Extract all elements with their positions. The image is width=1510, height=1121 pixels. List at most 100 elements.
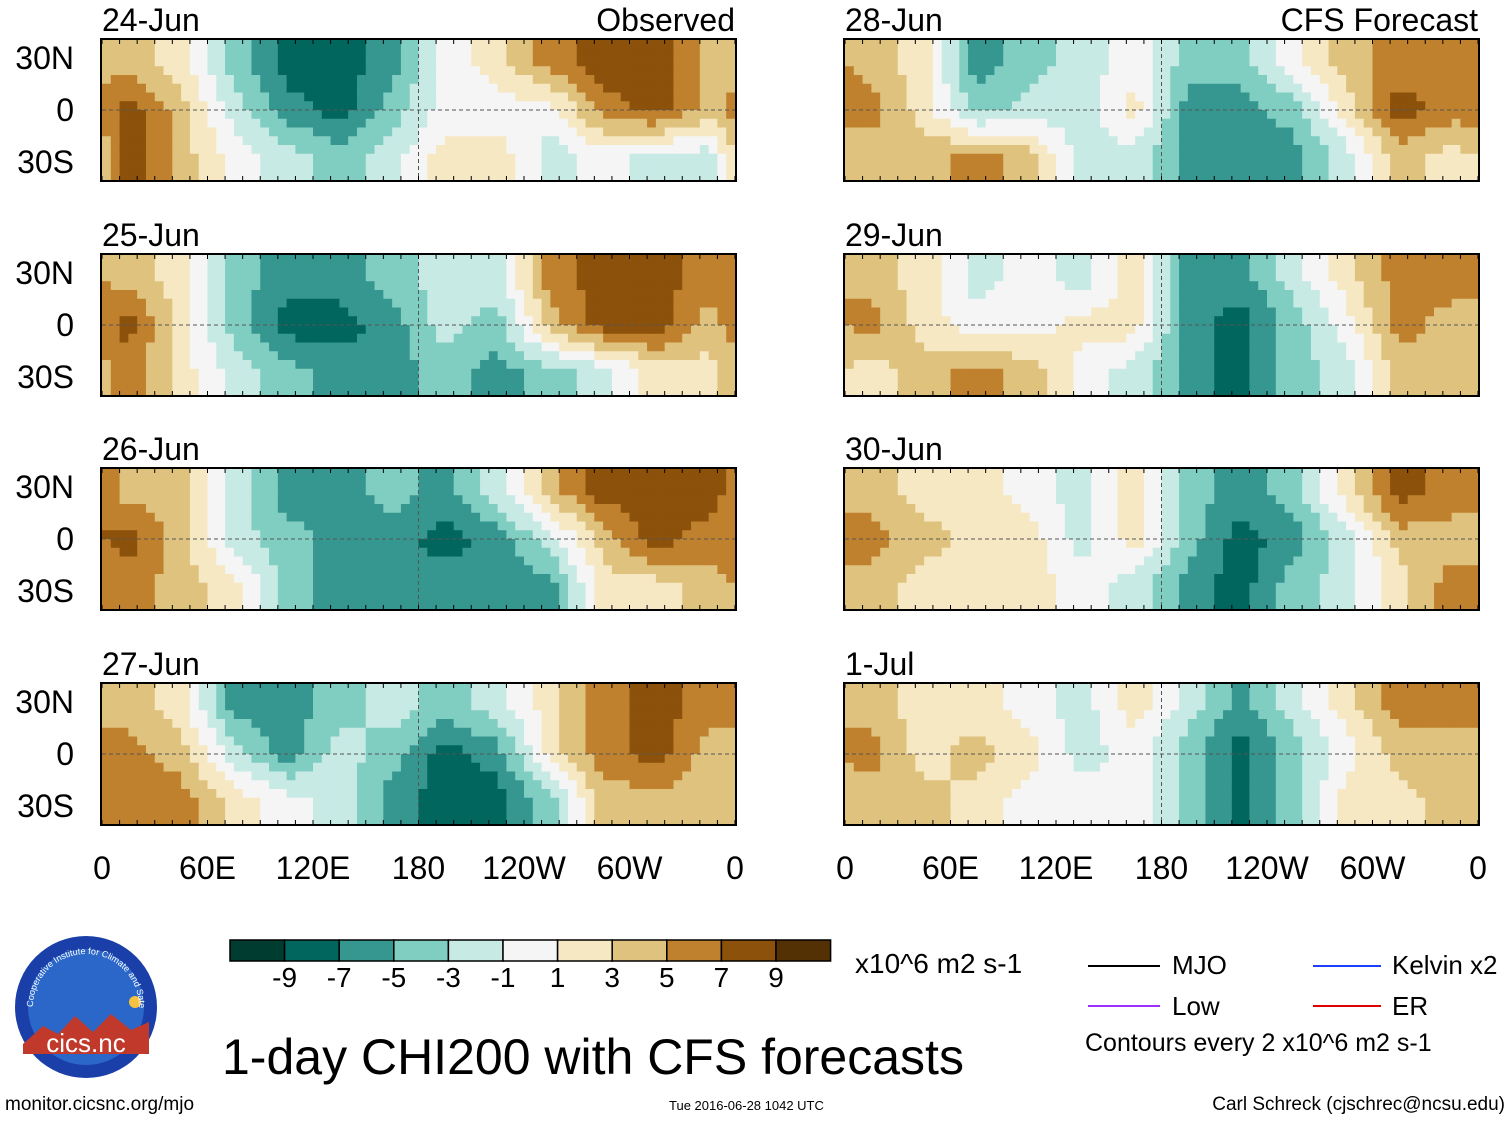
map-cell bbox=[313, 263, 323, 274]
map-cell bbox=[383, 272, 393, 282]
map-cell bbox=[717, 368, 727, 379]
map-cell bbox=[603, 66, 613, 76]
map-cell bbox=[418, 153, 428, 164]
map-cell bbox=[409, 307, 420, 317]
map-cell bbox=[1240, 40, 1251, 50]
map-cell bbox=[198, 762, 209, 773]
map-cell bbox=[444, 83, 455, 94]
map-cell bbox=[365, 290, 376, 300]
map-cell bbox=[189, 342, 200, 352]
map-cell bbox=[339, 486, 349, 496]
map-cell bbox=[251, 701, 261, 711]
map-cell bbox=[436, 66, 446, 76]
map-cell bbox=[726, 591, 735, 601]
map-cell bbox=[365, 75, 376, 85]
map-cell bbox=[629, 806, 639, 816]
map-cell bbox=[137, 745, 147, 755]
map-cell bbox=[576, 547, 587, 558]
map-cell bbox=[365, 263, 376, 274]
map-cell bbox=[453, 745, 464, 755]
map-cell bbox=[655, 684, 666, 694]
map-cell bbox=[383, 75, 393, 85]
map-cell bbox=[620, 342, 631, 352]
map-cell bbox=[321, 719, 332, 729]
map-cell bbox=[348, 57, 358, 67]
map-cell bbox=[400, 48, 411, 59]
map-cell bbox=[708, 118, 719, 129]
map-cell bbox=[216, 797, 226, 808]
map-cell bbox=[664, 591, 675, 601]
map-cell bbox=[163, 351, 173, 361]
map-cell bbox=[532, 307, 543, 317]
map-cell bbox=[611, 333, 622, 344]
map-cell bbox=[383, 727, 393, 738]
map-cell bbox=[189, 57, 200, 67]
map-cell bbox=[260, 118, 270, 129]
map-cell bbox=[682, 40, 692, 50]
map-cell bbox=[251, 255, 261, 265]
map-cell bbox=[550, 762, 560, 773]
map-cell bbox=[198, 136, 209, 146]
map-cell bbox=[647, 547, 657, 558]
map-cell bbox=[225, 469, 235, 479]
map-cell bbox=[1012, 40, 1022, 50]
map-cell bbox=[374, 118, 384, 129]
map-cell bbox=[444, 145, 455, 155]
map-cell bbox=[102, 368, 112, 379]
map-cell bbox=[189, 127, 200, 137]
map-cell bbox=[330, 745, 340, 755]
map-cell bbox=[691, 351, 701, 361]
map-cell bbox=[611, 762, 622, 773]
map-cell bbox=[339, 127, 349, 137]
map-cell bbox=[436, 145, 446, 155]
map-cell bbox=[603, 574, 613, 584]
map-cell bbox=[585, 521, 595, 531]
map-cell bbox=[102, 530, 112, 540]
map-cell bbox=[330, 582, 340, 593]
map-cell bbox=[471, 171, 481, 180]
map-cell bbox=[128, 692, 138, 703]
map-cell bbox=[163, 477, 173, 488]
map-cell bbox=[225, 377, 235, 387]
map-cell bbox=[620, 40, 631, 50]
map-cell bbox=[453, 762, 464, 773]
map-cell bbox=[888, 40, 899, 50]
map-cell bbox=[726, 92, 735, 102]
map-cell bbox=[374, 495, 384, 505]
map-cell bbox=[242, 797, 253, 808]
map-cell bbox=[436, 736, 446, 746]
map-cell bbox=[119, 574, 129, 584]
map-cell bbox=[295, 719, 305, 729]
map-cell bbox=[374, 153, 384, 164]
map-cell bbox=[629, 780, 639, 790]
map-cell bbox=[488, 574, 499, 584]
map-cell bbox=[418, 255, 428, 265]
map-cell bbox=[471, 110, 481, 120]
map-cell bbox=[304, 591, 314, 601]
map-cell bbox=[594, 325, 604, 335]
map-cell bbox=[506, 351, 516, 361]
map-cell bbox=[418, 272, 428, 282]
map-cell bbox=[269, 136, 279, 146]
map-cell bbox=[497, 153, 508, 164]
map-cell bbox=[374, 762, 384, 773]
map-cell bbox=[559, 762, 569, 773]
map-cell bbox=[567, 162, 578, 172]
map-cell bbox=[128, 719, 138, 729]
map-cell bbox=[594, 118, 604, 129]
map-cell bbox=[638, 386, 648, 395]
map-cell bbox=[603, 806, 613, 816]
map-cell bbox=[400, 333, 411, 344]
map-cell bbox=[462, 290, 472, 300]
map-cell bbox=[295, 512, 305, 523]
map-cell bbox=[119, 136, 129, 146]
map-cell bbox=[409, 591, 420, 601]
map-cell bbox=[269, 162, 279, 172]
map-cell bbox=[233, 762, 244, 773]
map-cell bbox=[506, 539, 516, 549]
map-cell bbox=[145, 83, 156, 94]
map-cell bbox=[409, 290, 420, 300]
map-cell bbox=[119, 754, 129, 764]
map-cell bbox=[567, 539, 578, 549]
map-cell bbox=[699, 684, 710, 694]
